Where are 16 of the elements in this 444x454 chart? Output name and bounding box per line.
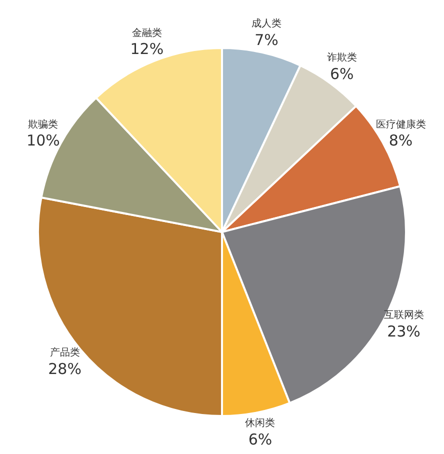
data-label: 6%: [330, 64, 354, 83]
data-label: 6%: [248, 430, 272, 448]
data-label: 10%: [26, 132, 60, 150]
slice-label: 产品类: [50, 346, 80, 359]
data-label: 8%: [388, 132, 413, 150]
data-label: 12%: [130, 40, 164, 58]
data-label: 7%: [254, 30, 278, 49]
slice-label: 互联网类: [384, 309, 424, 322]
slice-label: 医疗健康类: [376, 118, 426, 130]
slice-label: 休闲类: [245, 416, 276, 429]
slice-label: 诈欺类: [326, 52, 357, 64]
data-label: 28%: [48, 360, 82, 378]
data-label: 23%: [387, 322, 420, 341]
slice-label: 成人类: [252, 18, 282, 30]
slice-label: 金融类: [132, 26, 162, 39]
slice-label: 欺骗类: [28, 118, 58, 130]
